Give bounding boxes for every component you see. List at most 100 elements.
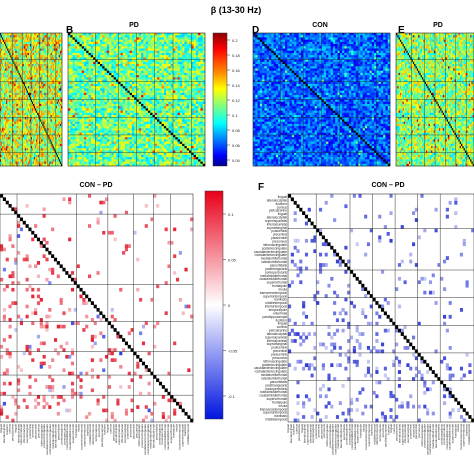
- region-label-bottom: transversetemporal: [178, 424, 182, 450]
- region-label: lateraloccipital: [267, 198, 287, 202]
- region-label-bottom: middletemporal: [467, 424, 471, 445]
- region-label-bottom: transversetemporal: [80, 424, 84, 450]
- region-label: bankssts: [274, 414, 287, 418]
- region-label-bottom: superiorfrontal: [71, 424, 75, 444]
- colorbar-bottom: 0.1 0.05 0 -0.05 -0.1: [204, 190, 238, 420]
- region-label-bottom: inferiortemporal: [91, 424, 95, 445]
- region-label-bottom: frontalpole: [453, 424, 457, 438]
- region-label: pericalcarine: [269, 209, 287, 213]
- region-label-bottom: parsopercularis: [62, 424, 66, 445]
- region-label: cuneus: [277, 205, 288, 209]
- colorbar-tick-label: 0.06: [232, 143, 241, 148]
- region-label: inferiortemporal: [265, 305, 287, 309]
- region-label-bottom: superiorfrontal: [169, 424, 173, 444]
- region-label-bottom: caudalanteriorcingulate: [331, 424, 335, 455]
- region-label-bottom: posteriorcingulate: [42, 424, 46, 448]
- region-label-bottom: caudalanteriorcingulate: [45, 424, 49, 455]
- region-label: insula: [279, 287, 288, 291]
- region-label-bottom: paracentral: [34, 424, 38, 439]
- region-label: posteriorcingulate: [262, 363, 287, 367]
- region-label-bottom: fusiform: [5, 424, 9, 435]
- region-label: rostralmiddlefrontal: [260, 274, 287, 278]
- region-label-bottom: transversetemporal: [459, 424, 463, 450]
- colorbar-top: 0.2 0.18 0.16 0.14 0.12 0.1 0.08 0.06 0.04: [212, 32, 241, 167]
- panel-b-title: PD: [129, 22, 139, 29]
- region-label-bottom: inferiorparietal: [403, 424, 407, 443]
- region-label: supramarginal: [267, 342, 287, 346]
- region-label-bottom: cuneus: [294, 424, 298, 434]
- region-label: bankssts: [274, 298, 287, 302]
- region-label-bottom: fusiform: [103, 424, 107, 435]
- region-label: caudalanteriorcingulate: [254, 366, 287, 370]
- region-label-bottom: parstriangularis: [439, 424, 443, 445]
- region-label-bottom: postcentral: [409, 424, 413, 439]
- region-label-bottom: rostralanteriorcingulate: [146, 424, 150, 455]
- heatmap-panel-a: [0, 32, 63, 167]
- region-label: caudalmiddlefrontal: [259, 394, 287, 398]
- region-label: lingual: [278, 212, 288, 216]
- region-label-bottom: supramarginal: [123, 424, 127, 443]
- region-label: precentral: [273, 349, 287, 353]
- region-label-bottom: medialorbitofrontal: [336, 424, 340, 449]
- colorbar-tick-label: 0.12: [232, 98, 241, 103]
- region-label-bottom: medialorbitofrontal: [51, 424, 55, 449]
- panel-f-title: CON – PD: [371, 182, 404, 189]
- region-label-bottom: parsopercularis: [442, 424, 446, 445]
- region-label-bottom: pericalcarine: [111, 424, 115, 441]
- region-label-bottom: lingual: [0, 424, 3, 433]
- region-label-bottom: parsorbitalis: [342, 424, 346, 441]
- region-label-bottom: cuneus: [8, 424, 12, 434]
- region-label: paracentral: [271, 236, 287, 240]
- region-label-bottom: insula: [175, 424, 179, 432]
- region-label: parsorbitalis: [270, 380, 288, 384]
- region-label-bottom: caudalanteriorcingulate: [425, 424, 429, 455]
- region-label: transversetemporal: [260, 407, 288, 411]
- region-label-bottom: pericalcarine: [297, 424, 301, 441]
- region-label: entorhinal: [273, 311, 287, 315]
- region-label-bottom: precentral: [129, 424, 133, 438]
- region-label-bottom: parsorbitalis: [57, 424, 61, 441]
- region-label-bottom: superiorparietal: [19, 424, 23, 445]
- region-label: superiorfrontal: [267, 397, 288, 401]
- panel-c-title: CON – PD: [79, 182, 112, 189]
- region-label-bottom: superiorparietal: [306, 424, 310, 445]
- region-label-bottom: lingual: [286, 424, 290, 433]
- region-label-bottom: rostralanteriorcingulate: [333, 424, 337, 455]
- colorbar-tick-label: 0.2: [232, 38, 238, 43]
- region-label-bottom: rostralmiddlefrontal: [350, 424, 354, 450]
- region-label: transversetemporal: [260, 291, 288, 295]
- region-label-bottom: inferiortemporal: [375, 424, 379, 445]
- region-label: insula: [279, 404, 288, 408]
- region-label-bottom: isthmuscingulate: [420, 424, 424, 447]
- region-label-bottom: posteriorcingulate: [423, 424, 427, 448]
- region-label-bottom: lateraloccipital: [16, 424, 20, 443]
- region-label-bottom: lateralorbitofrontal: [339, 424, 343, 448]
- region-label-bottom: caudalmiddlefrontal: [166, 424, 170, 450]
- region-label: isthmuscingulate: [263, 359, 287, 363]
- region-label-bottom: rostralmiddlefrontal: [65, 424, 69, 450]
- region-label: supramarginal: [267, 226, 287, 230]
- panel-f-region-labels-bottom: linguallateraloccipitalfusiformcuneusper…: [286, 424, 471, 456]
- region-label-bottom: parahippocampal: [384, 424, 388, 447]
- region-label-bottom: isthmuscingulate: [325, 424, 329, 447]
- region-label: superiorparietal: [265, 219, 287, 223]
- panel-d-letter: D: [252, 25, 259, 36]
- region-label: lateralorbitofrontal: [261, 376, 287, 380]
- region-label-bottom: isthmuscingulate: [137, 424, 141, 447]
- region-label-bottom: superiortemporal: [367, 424, 371, 447]
- heatmap-panel-b: [67, 32, 206, 167]
- colorbar-bottom-ticks: 0.1 0.05 0 -0.05 -0.1: [223, 212, 238, 399]
- figure-title: β (13-30 Hz): [211, 5, 262, 15]
- region-label-bottom: lateraloccipital: [114, 424, 118, 443]
- region-label-bottom: bankssts: [183, 424, 187, 436]
- region-label-bottom: posteriorcingulate: [140, 424, 144, 448]
- region-label-bottom: bankssts: [370, 424, 374, 436]
- region-label-bottom: parsopercularis: [347, 424, 351, 445]
- region-label: paracentral: [271, 353, 287, 357]
- region-label: lateraloccipital: [267, 216, 287, 220]
- colorbar-tick-label: 0.16: [232, 68, 241, 73]
- colorbar-tick-label: -0.1: [228, 394, 236, 399]
- region-label: inferiorparietal: [267, 339, 287, 343]
- region-label: lateralorbitofrontal: [261, 260, 287, 264]
- region-label: medialorbitofrontal: [261, 257, 288, 261]
